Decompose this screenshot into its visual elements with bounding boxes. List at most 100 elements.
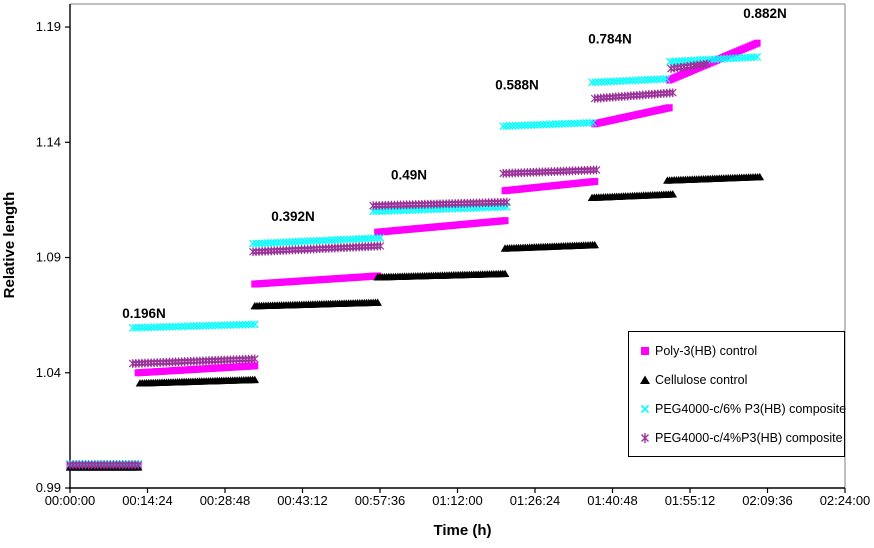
- data-marker-x: [732, 54, 741, 63]
- data-marker-x: [223, 321, 232, 330]
- load-annotation: 0.882N: [743, 6, 787, 21]
- data-marker-x: [273, 238, 282, 247]
- data-marker-star: [134, 460, 143, 470]
- legend-marker-triangle-icon: [640, 375, 650, 384]
- data-marker-x: [372, 207, 381, 216]
- y-axis-title: Relative length: [1, 191, 18, 299]
- data-marker-x: [147, 323, 156, 332]
- legend-marker-square-icon: [641, 346, 649, 355]
- data-marker-x: [258, 239, 267, 248]
- data-marker-x: [355, 234, 364, 243]
- data-marker-x: [367, 234, 376, 243]
- y-tick-label: 1.19: [36, 19, 61, 34]
- data-marker-x: [726, 54, 735, 63]
- load-annotation: 0.196N: [122, 306, 166, 321]
- data-marker-x: [588, 118, 597, 127]
- data-marker-star: [502, 197, 511, 207]
- data-marker-x: [524, 121, 532, 130]
- data-marker-x: [336, 235, 345, 244]
- data-marker-x: [177, 322, 186, 331]
- data-marker-star: [592, 165, 601, 175]
- data-marker-x: [588, 78, 597, 87]
- data-marker-x: [198, 321, 207, 330]
- data-marker-triangle: [500, 269, 510, 278]
- data-marker-x: [327, 236, 336, 245]
- legend-label: Poly-3(HB) control: [655, 343, 758, 358]
- data-marker-x: [346, 235, 354, 244]
- data-marker-x: [361, 234, 370, 243]
- data-marker-x: [505, 121, 514, 130]
- data-marker-x: [650, 75, 659, 84]
- data-marker-x: [561, 119, 570, 128]
- data-marker-x: [211, 321, 220, 330]
- data-marker-triangle: [590, 240, 600, 249]
- data-marker-x: [137, 323, 146, 332]
- data-marker-x: [643, 75, 652, 84]
- legend-marker-star-icon: [641, 432, 649, 443]
- data-marker-x: [533, 120, 542, 129]
- data-marker-x: [714, 55, 723, 64]
- data-marker-x: [156, 323, 165, 332]
- data-marker-x: [249, 239, 257, 248]
- data-marker-star: [250, 354, 259, 364]
- data-marker-x: [330, 236, 339, 244]
- data-marker-x: [744, 53, 753, 62]
- y-tick-label: 1.04: [36, 365, 61, 380]
- y-tick-label: 1.09: [36, 250, 61, 265]
- x-tick-label: 01:55:12: [665, 493, 716, 508]
- load-annotation: 0.49N: [391, 168, 427, 183]
- data-marker-x: [340, 235, 348, 244]
- data-marker-x: [570, 119, 579, 128]
- data-marker-x: [217, 321, 226, 330]
- data-marker-x: [647, 75, 655, 84]
- data-marker-x: [520, 121, 529, 130]
- x-tick-label: 00:00:00: [45, 493, 96, 508]
- data-marker-x: [300, 237, 309, 246]
- data-marker-x: [134, 323, 143, 332]
- data-marker-x: [672, 57, 681, 66]
- data-marker-x: [214, 321, 223, 330]
- data-marker-x: [174, 322, 183, 331]
- data-marker-x: [573, 119, 582, 128]
- data-marker-x: [195, 321, 204, 330]
- data-marker-x: [297, 237, 306, 246]
- data-marker-x: [622, 76, 631, 85]
- data-marker-x: [591, 78, 600, 87]
- data-marker-x: [723, 54, 732, 63]
- y-tick-label: 0.99: [36, 480, 61, 495]
- data-marker-x: [153, 323, 162, 332]
- data-marker-x: [264, 239, 273, 247]
- data-marker-x: [585, 118, 594, 127]
- legend-item-peg4: PEG4000-c/4%P3(HB) composite: [639, 431, 844, 445]
- data-marker-x: [244, 320, 253, 329]
- data-marker-x: [567, 119, 576, 128]
- data-marker-x: [376, 233, 385, 242]
- data-marker-x: [238, 320, 247, 329]
- data-marker-x: [536, 120, 545, 129]
- data-marker-x: [545, 120, 554, 129]
- data-marker-x: [603, 77, 612, 86]
- data-marker-x: [370, 234, 379, 243]
- data-marker-x: [582, 118, 591, 127]
- data-marker-x: [358, 234, 367, 243]
- data-marker-x: [183, 322, 192, 331]
- x-tick-label: 00:43:12: [277, 493, 328, 508]
- data-marker-x: [597, 77, 606, 86]
- data-marker-x: [324, 236, 333, 245]
- data-marker-x: [333, 235, 342, 244]
- data-marker-x: [530, 121, 539, 129]
- data-marker-x: [499, 122, 508, 131]
- data-marker-x: [309, 236, 318, 245]
- data-marker-x: [508, 121, 517, 130]
- y-tick-label: 1.14: [36, 134, 61, 149]
- chart-legend: Poly-3(HB) control Cellulose control PEG…: [628, 331, 846, 457]
- data-marker-x: [625, 76, 634, 85]
- data-marker-x: [373, 234, 382, 243]
- data-marker-x: [741, 53, 750, 62]
- data-marker-x: [640, 75, 649, 84]
- data-marker-x: [747, 53, 756, 62]
- data-marker-x: [267, 238, 276, 247]
- data-marker-x: [548, 120, 557, 129]
- data-marker-x: [502, 122, 511, 130]
